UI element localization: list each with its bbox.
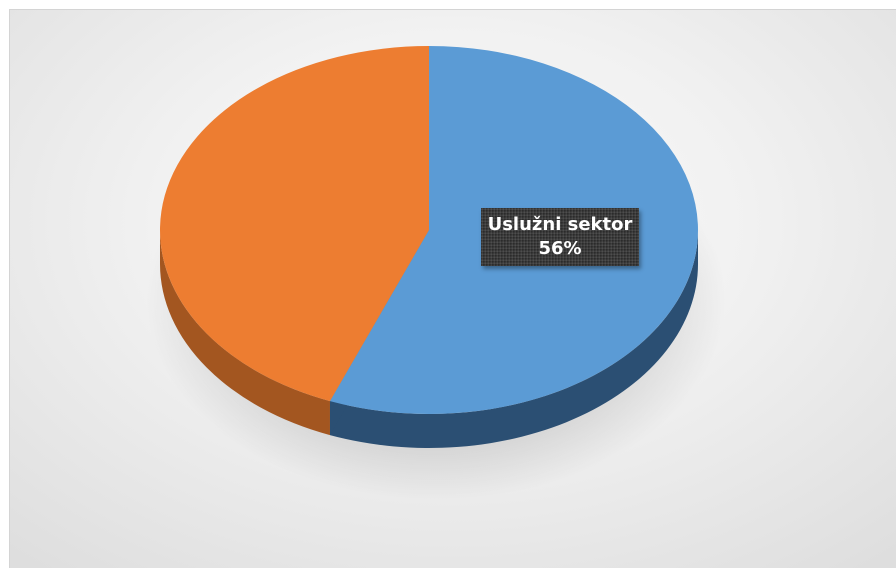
data-label-uslužni-sektor: Uslužni sektor 56% <box>481 208 639 266</box>
data-label-percent: 56% <box>538 238 582 259</box>
pie-slice-side-0 <box>329 230 698 448</box>
data-label-category: Uslužni sektor <box>487 214 633 235</box>
pie-slice-1 <box>159 46 429 402</box>
pie-slice-side-1 <box>159 230 330 436</box>
